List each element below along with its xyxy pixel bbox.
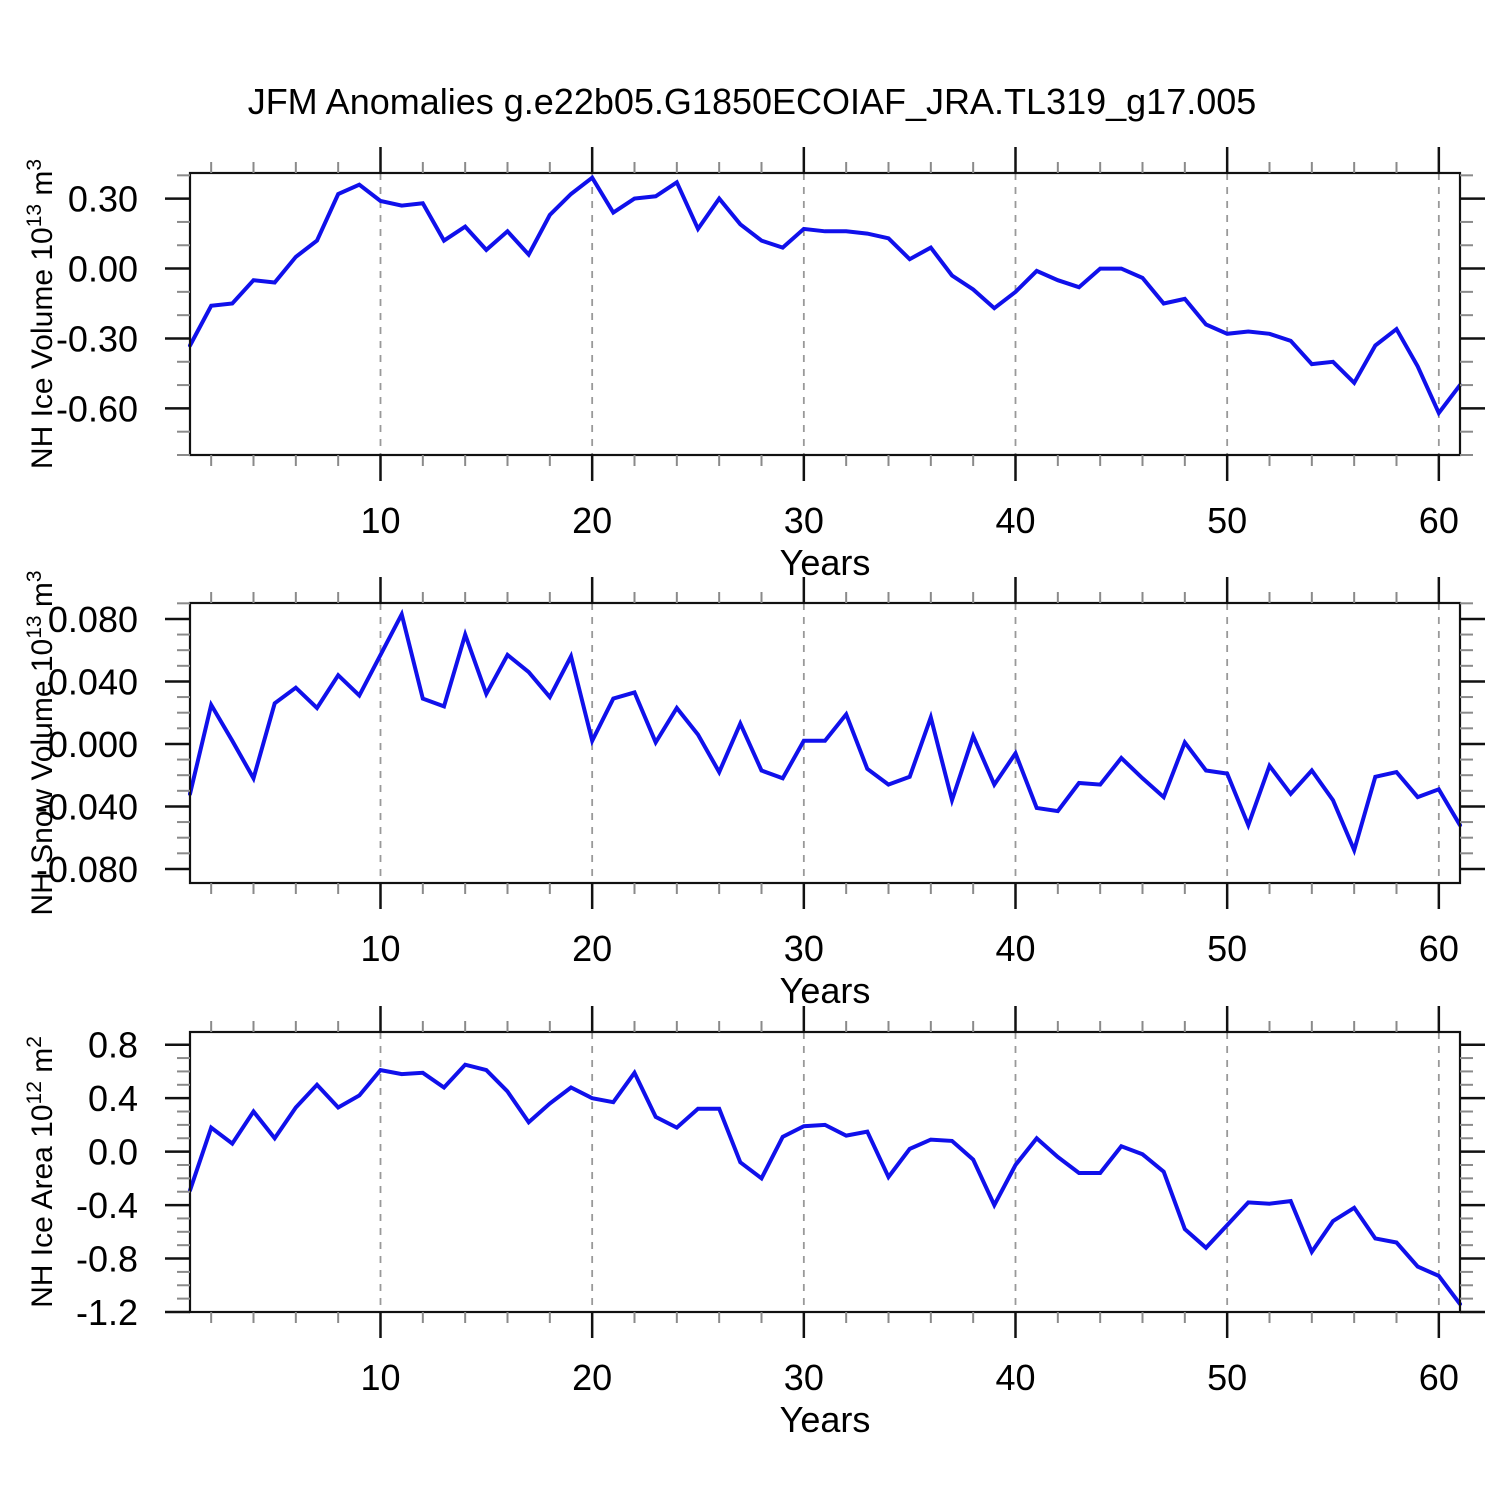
y-tick-label: -0.080 <box>36 849 138 890</box>
y-tick-label: -0.4 <box>76 1185 138 1226</box>
y-tick-label: -0.040 <box>36 786 138 827</box>
ticks-nh-ice-area <box>165 1006 1485 1338</box>
x-tick-labels-nh-ice-area: 10 20 30 40 50 60 <box>360 1357 1458 1398</box>
x-axis-title-nh-snow-volume: Years <box>780 970 871 1011</box>
y-tick-label: -0.60 <box>56 388 138 429</box>
x-tick-label: 40 <box>995 928 1035 969</box>
x-tick-label: 50 <box>1207 1357 1247 1398</box>
y-axis-title-nh-snow-volume: NH Snow Volume 1013 m3 <box>23 570 59 915</box>
gridlines-nh-ice-area <box>379 1032 1440 1312</box>
series-line-nh-ice-area <box>188 1062 1462 1306</box>
series-line-nh-ice-volume <box>188 174 1462 417</box>
x-tick-label: 60 <box>1419 1357 1459 1398</box>
panel-nh-ice-volume: 0.30 0.00 -0.30 -0.60 10 20 30 40 50 60 Years NH Ic… <box>23 147 1485 583</box>
x-tick-label: 40 <box>995 1357 1035 1398</box>
x-tick-label: 20 <box>572 1357 612 1398</box>
y-tick-label: 0.040 <box>48 661 138 702</box>
x-tick-label: 10 <box>360 928 400 969</box>
x-tick-label: 20 <box>572 928 612 969</box>
y-axis-title-nh-ice-area: NH Ice Area 1012 m2 <box>23 1036 59 1308</box>
plot-frame-nh-ice-volume <box>188 171 1462 457</box>
x-tick-label: 50 <box>1207 500 1247 541</box>
x-tick-labels-nh-snow-volume: 10 20 30 40 50 60 <box>360 928 1458 969</box>
panel-nh-snow-volume: 0.080 0.040 0.000 -0.040 -0.080 10 20 30 40 50 60 Y… <box>23 570 1485 1011</box>
x-tick-labels-nh-ice-volume: 10 20 30 40 50 60 <box>360 500 1458 541</box>
x-tick-label: 30 <box>784 928 824 969</box>
x-axis-title-nh-ice-area: Years <box>780 1399 871 1440</box>
x-tick-label: 10 <box>360 500 400 541</box>
x-tick-label: 50 <box>1207 928 1247 969</box>
y-tick-labels-nh-ice-area: 0.8 0.4 0.0 -0.4 -0.8 -1.2 <box>76 1025 138 1333</box>
plot-frame-nh-ice-area <box>188 1030 1462 1314</box>
x-tick-label: 60 <box>1419 928 1459 969</box>
y-tick-label: -0.8 <box>76 1239 138 1280</box>
y-tick-label: 0.8 <box>88 1025 138 1066</box>
y-tick-label: 0.00 <box>68 249 138 290</box>
y-tick-label: 0.080 <box>48 599 138 640</box>
x-tick-label: 30 <box>784 1357 824 1398</box>
y-tick-label: -0.30 <box>56 318 138 359</box>
x-tick-label: 60 <box>1419 500 1459 541</box>
panels-group: 0.30 0.00 -0.30 -0.60 10 20 30 40 50 60 Years NH Ic… <box>23 147 1485 1440</box>
y-tick-labels-nh-ice-volume: 0.30 0.00 -0.30 -0.60 <box>56 179 138 430</box>
x-tick-label: 10 <box>360 1357 400 1398</box>
x-axis-title-nh-ice-volume: Years <box>780 542 871 583</box>
ticks-nh-snow-volume <box>165 577 1485 909</box>
y-axis-title-nh-ice-volume: NH Ice Volume 1013 m3 <box>23 159 59 469</box>
x-tick-label: 30 <box>784 500 824 541</box>
gridlines-nh-ice-volume <box>379 173 1440 455</box>
figure-title: JFM Anomalies g.e22b05.G1850ECOIAF_JRA.T… <box>248 81 1257 122</box>
y-tick-label: 0.4 <box>88 1078 138 1119</box>
series-line-nh-snow-volume <box>188 608 1462 857</box>
x-tick-label: 40 <box>995 500 1035 541</box>
y-tick-label: 0.30 <box>68 179 138 220</box>
y-tick-label: 0.000 <box>48 724 138 765</box>
ticks-nh-ice-volume <box>165 147 1485 481</box>
y-tick-label: 0.0 <box>88 1132 138 1173</box>
y-tick-labels-nh-snow-volume: 0.080 0.040 0.000 -0.040 -0.080 <box>36 599 138 890</box>
gridlines-nh-snow-volume <box>379 603 1440 883</box>
panel-nh-ice-area: 0.8 0.4 0.0 -0.4 -0.8 -1.2 10 20 30 40 50 60 Years NH… <box>23 1006 1485 1440</box>
y-tick-label: -1.2 <box>76 1292 138 1333</box>
x-tick-label: 20 <box>572 500 612 541</box>
